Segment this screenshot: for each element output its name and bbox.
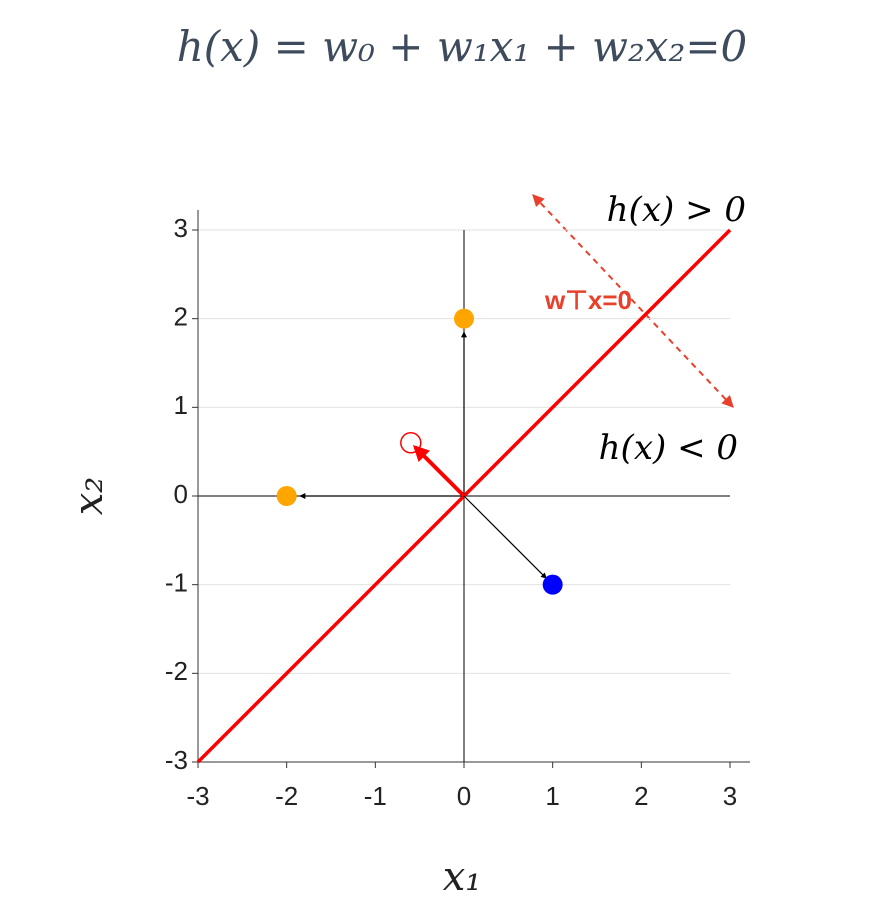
x-tick-label: 1 [545,781,559,811]
annotation: h(x) > 0 [607,190,746,230]
point [454,308,474,329]
y-tick-label: -3 [165,745,188,775]
y-tick-label: 2 [174,302,188,332]
point [276,486,297,506]
annotation: w⊤x=0 [544,285,632,315]
y-tick-label: 3 [174,213,188,243]
x-tick-label: -2 [275,781,298,811]
vector-arrow [463,495,547,579]
vector-arrow [412,444,466,498]
y-axis-label: x₂ [66,477,112,516]
annotation: h(x) < 0 [599,428,738,468]
x-tick-label: -1 [364,781,387,811]
x-axis-label: x₁ [443,854,482,900]
point [400,432,422,454]
y-tick-label: 0 [174,479,188,509]
chart-title: h(x) = w₀ + w₁x₁ + w₂x₂=0 [177,22,748,71]
x-tick-label: -3 [186,781,209,811]
x-tick-label: 3 [723,781,737,811]
y-tick-label: 1 [174,390,188,420]
x-tick-label: 0 [457,781,471,811]
y-tick-label: -1 [165,568,188,598]
x-tick-label: 2 [634,781,648,811]
point [542,574,563,595]
y-tick-label: -2 [165,656,188,686]
